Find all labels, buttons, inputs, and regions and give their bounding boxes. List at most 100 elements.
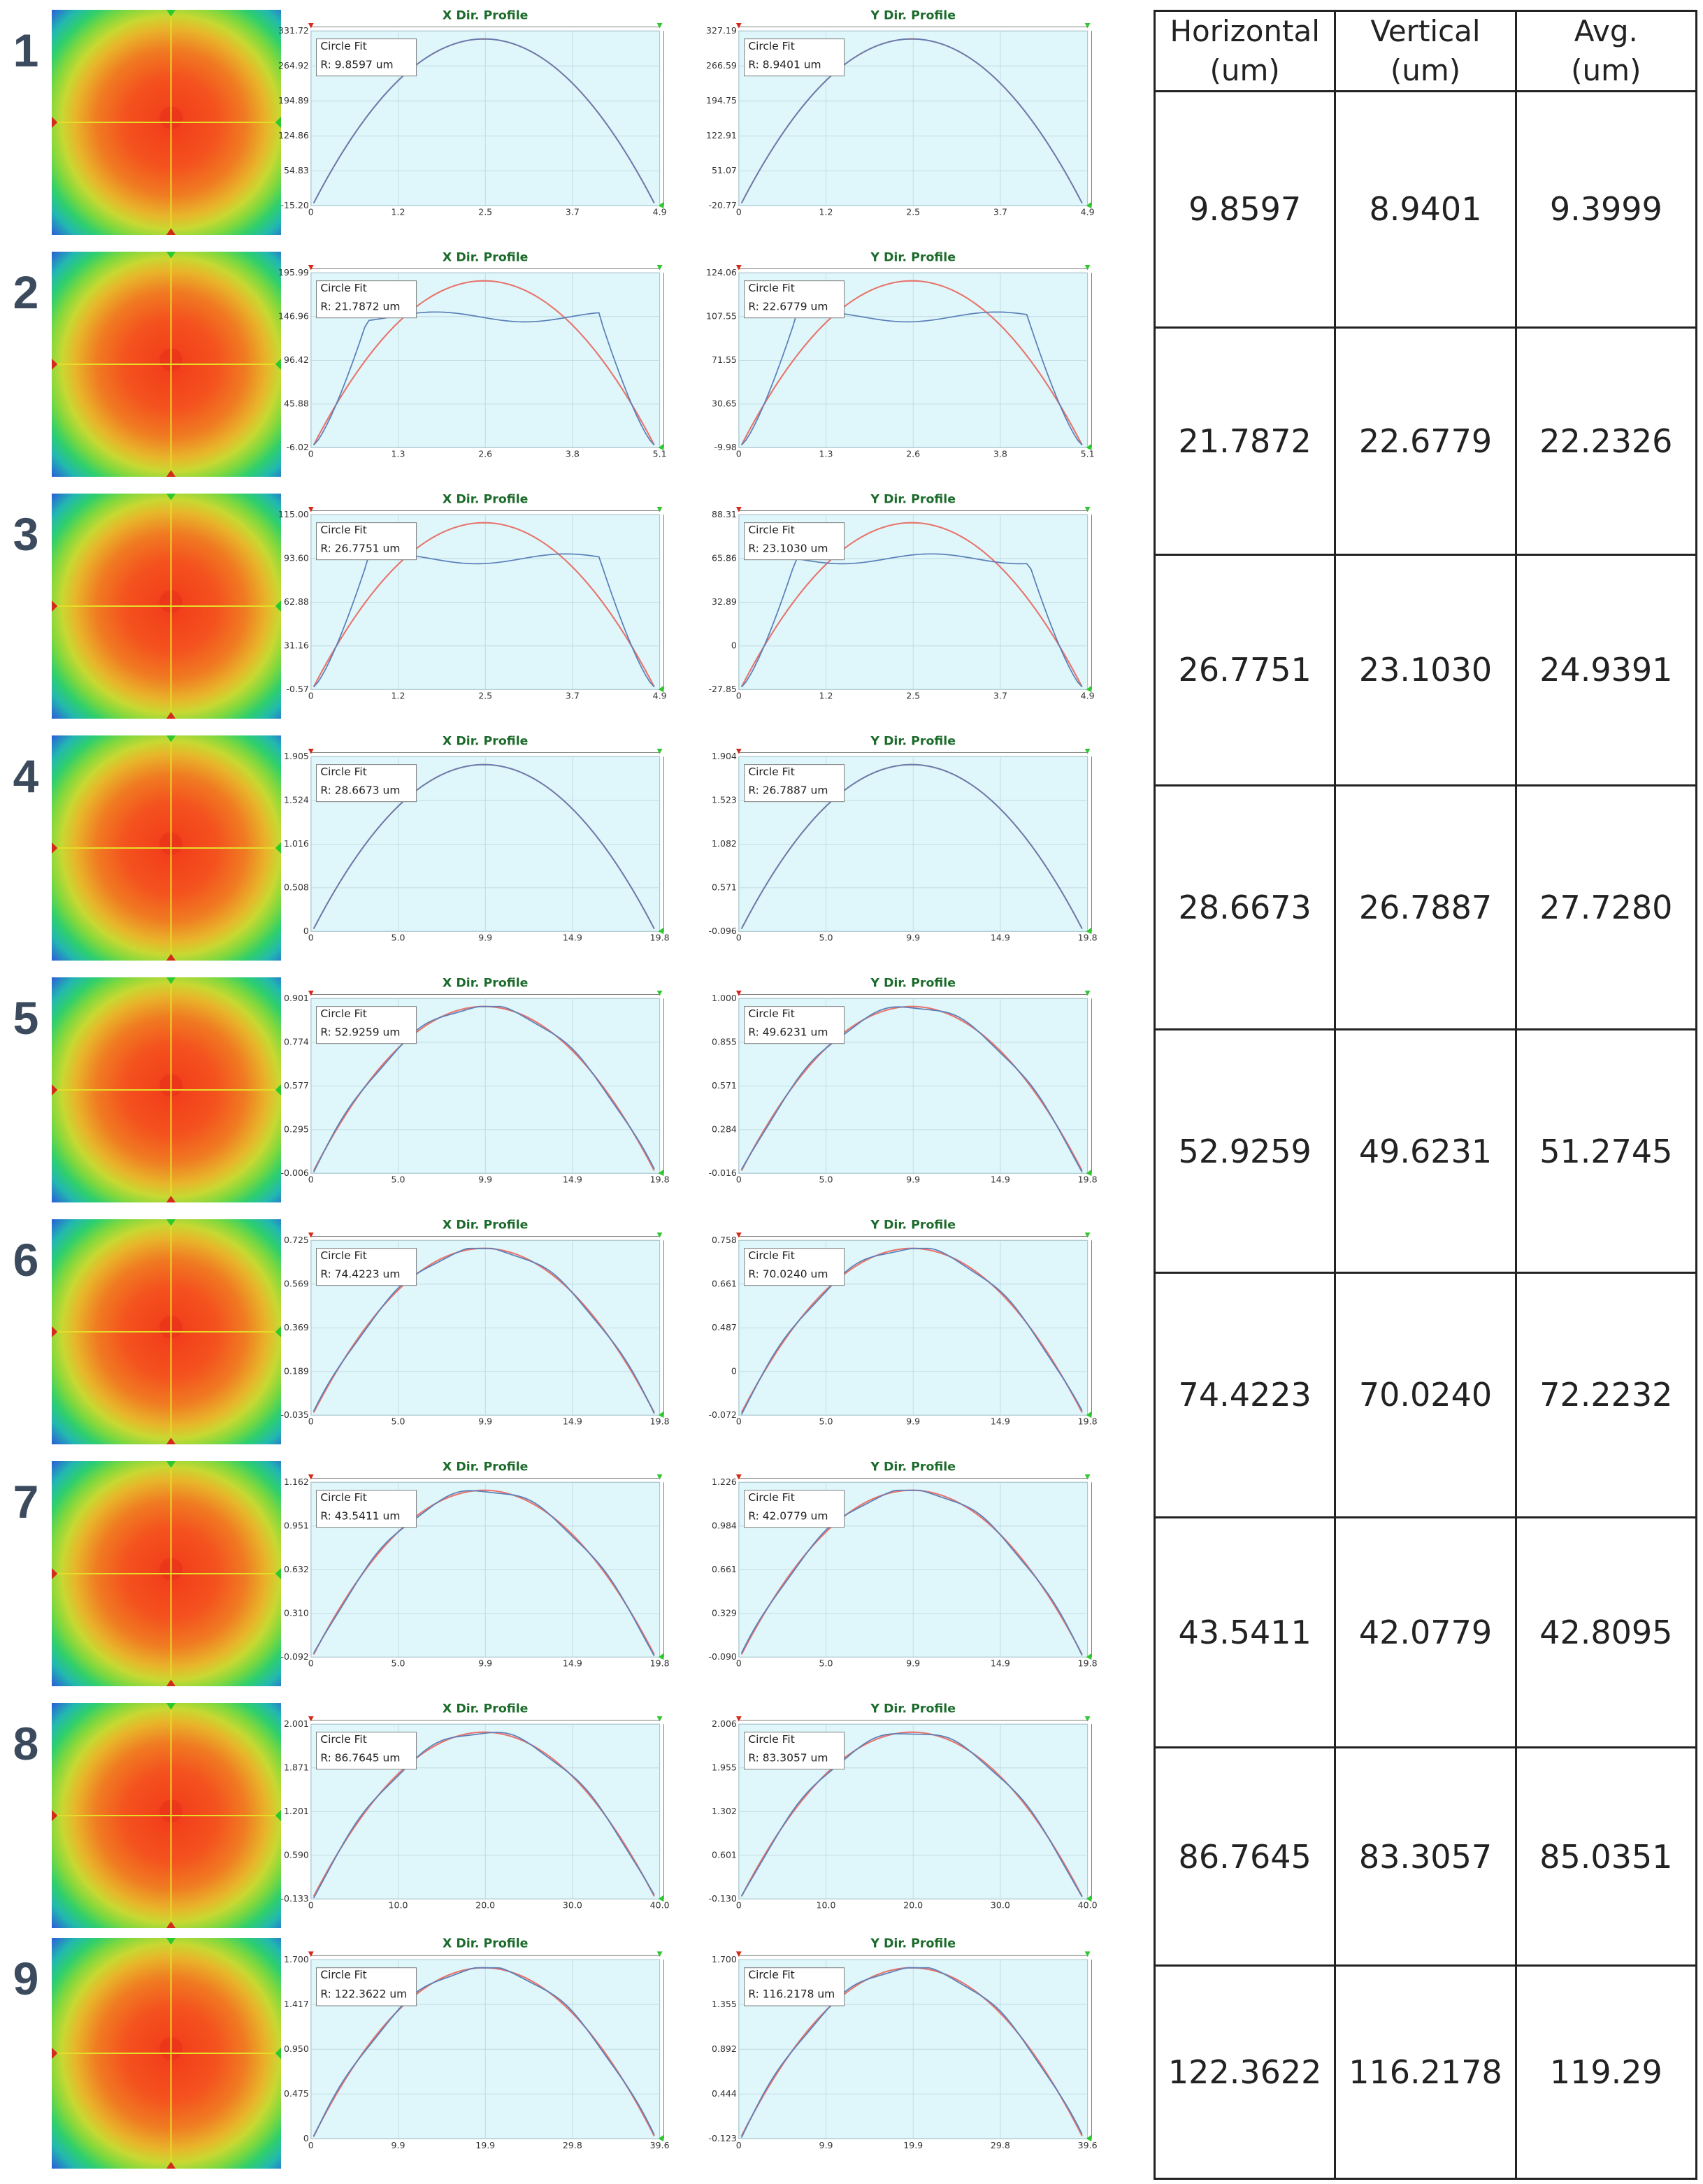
- y-tick-label: 0.632: [284, 1564, 309, 1574]
- profile-chart: Y Dir. Profile 0 9.9 19.9 29.8 39.6 -0.123 0.44…: [708, 1937, 1097, 2150]
- y-tick-label: 45.88: [284, 398, 309, 409]
- circle-fit-box: [316, 1732, 417, 1770]
- x-tick-label: 0: [736, 933, 742, 943]
- x-tick-label: 3.7: [993, 691, 1007, 701]
- circle-fit-title: Circle Fit: [748, 1007, 794, 1020]
- circle-fit-radius: R: 22.6779 um: [748, 300, 828, 312]
- x-tick-label: 40.0: [1078, 1900, 1098, 1911]
- header-horizontal-unit: (um): [1209, 53, 1280, 87]
- y-tick-label: 1.524: [284, 795, 309, 805]
- top-marker-icon: [166, 735, 176, 742]
- chart-title: X Dir. Profile: [443, 492, 529, 506]
- y-tick-label: 107.55: [706, 311, 737, 322]
- bottom-right-marker-icon: [658, 1653, 664, 1660]
- x-tick-label: 2.5: [478, 207, 492, 217]
- y-profile-chart: Y Dir. Profile 0 1.2 2.5 3.7 4.9 -27.85 0 32.89 6…: [708, 492, 1120, 719]
- x-profile-chart: X Dir. Profile 0 10.0 20.0 30.0 40.0 -0.133 0.5…: [280, 1702, 692, 1928]
- figure-row: 2 X Dir. Profile 0 1.3 2.6 3.8 5.1 -6.02 45.88 96…: [0, 250, 1133, 477]
- y-tick-label: 0.855: [712, 1037, 737, 1047]
- x-tick-label: 1.2: [391, 691, 405, 701]
- circle-fit-box: [744, 1490, 845, 1528]
- chart-title: X Dir. Profile: [443, 250, 529, 264]
- y-tick-label: 0.950: [284, 2043, 309, 2054]
- x-tick-label: 14.9: [563, 933, 582, 943]
- measured-profile-curve: [740, 1733, 1083, 1897]
- start-marker-icon: [735, 1951, 742, 1957]
- measured-profile-curve: [312, 1967, 655, 2137]
- top-marker-icon: [166, 10, 176, 17]
- measured-profile-curve: [740, 38, 1083, 203]
- y-tick-label: 0: [303, 926, 309, 936]
- y-tick-label: 195.99: [278, 267, 309, 278]
- header-vertical: Vertical (um): [1334, 10, 1517, 92]
- circle-fit-radius: R: 74.4223 um: [320, 1267, 400, 1280]
- y-tick-label: -0.130: [708, 1893, 737, 1904]
- bottom-right-marker-icon: [658, 2134, 664, 2142]
- x-tick-label: 0: [736, 207, 742, 217]
- start-marker-icon: [308, 1716, 314, 1722]
- height-map: [52, 494, 281, 719]
- bottom-marker-icon: [166, 954, 176, 961]
- profile-chart: X Dir. Profile 0 5.0 9.9 14.9 19.8 0 0.508 1.016…: [284, 734, 670, 943]
- profile-chart: Y Dir. Profile 0 5.0 9.9 14.9 19.8 -0.096 0.571…: [708, 734, 1097, 943]
- bottom-right-marker-icon: [1086, 1411, 1092, 1418]
- height-map: [52, 252, 281, 477]
- measured-profile-curve: [740, 1006, 1083, 1173]
- left-marker-icon: [52, 358, 58, 371]
- bottom-marker-icon: [166, 228, 176, 235]
- cell-horizontal: 9.8597: [1153, 90, 1337, 329]
- cell-vertical: 70.0240: [1334, 1272, 1517, 1518]
- circle-fit-title: Circle Fit: [748, 282, 794, 294]
- measured-profile-curve: [312, 1247, 655, 1414]
- x-profile-chart: X Dir. Profile 0 5.0 9.9 14.9 19.8 -0.092 0.310…: [280, 1460, 692, 1686]
- y-tick-label: 31.16: [284, 640, 309, 651]
- table-row: 9.8597 8.9401 9.3999: [1153, 90, 1698, 329]
- x-profile-chart: X Dir. Profile 0 5.0 9.9 14.9 19.8 -0.035 0.189…: [280, 1218, 692, 1444]
- x-tick-label: 9.9: [906, 1174, 920, 1185]
- x-tick-label: 19.9: [475, 2140, 495, 2150]
- y-profile-chart: Y Dir. Profile 0 1.3 2.6 3.8 5.1 -9.98 30.65 71.…: [706, 250, 1120, 477]
- cell-horizontal: 43.5411: [1153, 1516, 1337, 1749]
- y-tick-label: 93.60: [284, 553, 309, 563]
- circle-fit-curve: [740, 1005, 1083, 1172]
- top-marker-icon: [166, 252, 176, 259]
- row-number: 5: [13, 992, 39, 1044]
- x-profile-chart: X Dir. Profile 0 1.2 2.5 3.7 4.9 -0.57 31.16 62.…: [278, 492, 692, 719]
- x-tick-label: 5.0: [391, 933, 405, 943]
- y-tick-label: 0: [731, 640, 737, 651]
- end-marker-icon: [656, 506, 663, 512]
- chart-title: X Dir. Profile: [443, 1460, 529, 1474]
- x-tick-label: 5.0: [819, 1416, 833, 1427]
- x-tick-label: 3.8: [993, 449, 1007, 459]
- circle-fit-title: Circle Fit: [748, 1249, 794, 1262]
- height-map: [52, 1461, 281, 1686]
- bottom-right-marker-icon: [658, 1411, 664, 1418]
- chart-title: X Dir. Profile: [443, 976, 529, 990]
- y-tick-label: 0.444: [712, 2088, 737, 2099]
- figure-row: 3 X Dir. Profile 0 1.2 2.5 3.7 4.9 -0.57 31.16 62…: [0, 492, 1133, 719]
- y-tick-label: 0.661: [712, 1279, 737, 1289]
- bottom-right-marker-icon: [658, 1895, 664, 1902]
- bottom-marker-icon: [166, 470, 176, 477]
- circle-fit-curve: [740, 522, 1083, 688]
- cell-vertical: 23.1030: [1334, 554, 1517, 786]
- top-marker-icon: [166, 494, 176, 501]
- circle-fit-title: Circle Fit: [320, 1249, 366, 1262]
- x-tick-label: 19.8: [1078, 1416, 1098, 1427]
- left-marker-icon: [52, 842, 58, 854]
- x-tick-label: 4.9: [1081, 691, 1095, 701]
- y-tick-label: 0.295: [284, 1124, 309, 1135]
- circle-fit-box: [316, 280, 417, 319]
- right-marker-icon: [275, 600, 281, 612]
- x-tick-label: 2.5: [906, 207, 920, 217]
- x-tick-label: 4.9: [653, 691, 667, 701]
- circle-fit-title: Circle Fit: [320, 1733, 366, 1746]
- x-tick-label: 0: [736, 2140, 742, 2150]
- x-tick-label: 10.0: [389, 1900, 408, 1911]
- x-tick-label: 9.9: [906, 1416, 920, 1427]
- y-tick-label: 1.417: [284, 1999, 309, 2009]
- start-marker-icon: [735, 1474, 742, 1480]
- x-tick-label: 0: [308, 1174, 314, 1185]
- bottom-right-marker-icon: [1086, 2134, 1092, 2142]
- top-marker-icon: [166, 1938, 176, 1945]
